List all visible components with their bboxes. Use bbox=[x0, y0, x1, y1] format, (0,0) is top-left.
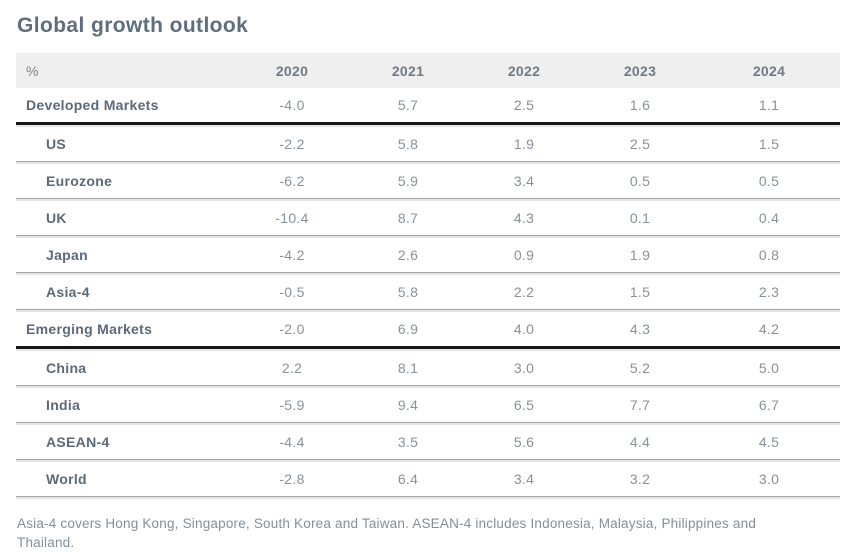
table-row: ASEAN-4 -4.4 3.5 5.6 4.4 4.5 bbox=[16, 423, 840, 460]
value-cell: 5.8 bbox=[350, 125, 466, 162]
table-row: India -5.9 9.4 6.5 7.7 6.7 bbox=[16, 386, 840, 423]
table-header-row: % 2020 2021 2022 2023 2024 bbox=[16, 53, 840, 88]
table-row: World -2.8 6.4 3.4 3.2 3.0 bbox=[16, 460, 840, 497]
table-row: Japan -4.2 2.6 0.9 1.9 0.8 bbox=[16, 236, 840, 273]
value-cell: 2.2 bbox=[466, 273, 582, 310]
value-cell: -2.2 bbox=[234, 125, 350, 162]
value-cell: 2.5 bbox=[466, 88, 582, 125]
value-cell: -0.5 bbox=[234, 273, 350, 310]
row-label: ASEAN-4 bbox=[16, 423, 234, 460]
value-cell: 4.2 bbox=[698, 310, 840, 349]
unit-header: % bbox=[16, 53, 234, 88]
row-label: Japan bbox=[16, 236, 234, 273]
value-cell: 2.3 bbox=[698, 273, 840, 310]
row-label: Emerging Markets bbox=[16, 310, 234, 349]
value-cell: 5.2 bbox=[582, 349, 698, 386]
value-cell: 0.5 bbox=[698, 162, 840, 199]
value-cell: 3.0 bbox=[698, 460, 840, 497]
value-cell: 0.1 bbox=[582, 199, 698, 236]
value-cell: 8.1 bbox=[350, 349, 466, 386]
value-cell: -2.8 bbox=[234, 460, 350, 497]
value-cell: 1.1 bbox=[698, 88, 840, 125]
row-label: UK bbox=[16, 199, 234, 236]
value-cell: 1.5 bbox=[582, 273, 698, 310]
year-header: 2022 bbox=[466, 53, 582, 88]
value-cell: 3.4 bbox=[466, 162, 582, 199]
value-cell: 9.4 bbox=[350, 386, 466, 423]
value-cell: 6.4 bbox=[350, 460, 466, 497]
value-cell: 4.3 bbox=[466, 199, 582, 236]
value-cell: 5.8 bbox=[350, 273, 466, 310]
value-cell: 6.5 bbox=[466, 386, 582, 423]
table-body: Developed Markets -4.0 5.7 2.5 1.6 1.1 US -2.2 5… bbox=[16, 88, 840, 497]
value-cell: 2.2 bbox=[234, 349, 350, 386]
value-cell: 0.9 bbox=[466, 236, 582, 273]
value-cell: -2.0 bbox=[234, 310, 350, 349]
value-cell: 4.4 bbox=[582, 423, 698, 460]
row-label: Asia-4 bbox=[16, 273, 234, 310]
year-header: 2021 bbox=[350, 53, 466, 88]
value-cell: 4.3 bbox=[582, 310, 698, 349]
value-cell: 7.7 bbox=[582, 386, 698, 423]
value-cell: 6.7 bbox=[698, 386, 840, 423]
year-header: 2020 bbox=[234, 53, 350, 88]
value-cell: 1.9 bbox=[582, 236, 698, 273]
value-cell: 3.4 bbox=[466, 460, 582, 497]
growth-outlook-table: % 2020 2021 2022 2023 2024 Developed Markets… bbox=[16, 53, 840, 499]
value-cell: 2.5 bbox=[582, 125, 698, 162]
value-cell: 5.0 bbox=[698, 349, 840, 386]
table-row: Emerging Markets -2.0 6.9 4.0 4.3 4.2 bbox=[16, 310, 840, 349]
value-cell: 5.9 bbox=[350, 162, 466, 199]
value-cell: 1.6 bbox=[582, 88, 698, 125]
value-cell: 5.7 bbox=[350, 88, 466, 125]
value-cell: 1.9 bbox=[466, 125, 582, 162]
row-label: India bbox=[16, 386, 234, 423]
page-title: Global growth outlook bbox=[17, 14, 249, 37]
value-cell: 0.4 bbox=[698, 199, 840, 236]
value-cell: 0.8 bbox=[698, 236, 840, 273]
value-cell: 1.5 bbox=[698, 125, 840, 162]
value-cell: -4.2 bbox=[234, 236, 350, 273]
value-cell: 6.9 bbox=[350, 310, 466, 349]
value-cell: -4.4 bbox=[234, 423, 350, 460]
row-label: World bbox=[16, 460, 234, 497]
value-cell: 2.6 bbox=[350, 236, 466, 273]
table-row: Asia-4 -0.5 5.8 2.2 1.5 2.3 bbox=[16, 273, 840, 310]
value-cell: -10.4 bbox=[234, 199, 350, 236]
value-cell: 5.6 bbox=[466, 423, 582, 460]
row-label: US bbox=[16, 125, 234, 162]
table-row: China 2.2 8.1 3.0 5.2 5.0 bbox=[16, 349, 840, 386]
value-cell: -5.9 bbox=[234, 386, 350, 423]
table-row: Eurozone -6.2 5.9 3.4 0.5 0.5 bbox=[16, 162, 840, 199]
value-cell: -4.0 bbox=[234, 88, 350, 125]
year-header: 2023 bbox=[582, 53, 698, 88]
table-row: Developed Markets -4.0 5.7 2.5 1.6 1.1 bbox=[16, 88, 840, 125]
year-header: 2024 bbox=[698, 53, 840, 88]
value-cell: 4.5 bbox=[698, 423, 840, 460]
row-label: Developed Markets bbox=[16, 88, 234, 125]
value-cell: 3.2 bbox=[582, 460, 698, 497]
value-cell: 3.5 bbox=[350, 423, 466, 460]
table-row: UK -10.4 8.7 4.3 0.1 0.4 bbox=[16, 199, 840, 236]
value-cell: -6.2 bbox=[234, 162, 350, 199]
footnote: Asia-4 covers Hong Kong, Singapore, Sout… bbox=[17, 516, 757, 550]
value-cell: 4.0 bbox=[466, 310, 582, 349]
value-cell: 3.0 bbox=[466, 349, 582, 386]
value-cell: 0.5 bbox=[582, 162, 698, 199]
row-label: China bbox=[16, 349, 234, 386]
table-row: US -2.2 5.8 1.9 2.5 1.5 bbox=[16, 125, 840, 162]
value-cell: 8.7 bbox=[350, 199, 466, 236]
row-label: Eurozone bbox=[16, 162, 234, 199]
